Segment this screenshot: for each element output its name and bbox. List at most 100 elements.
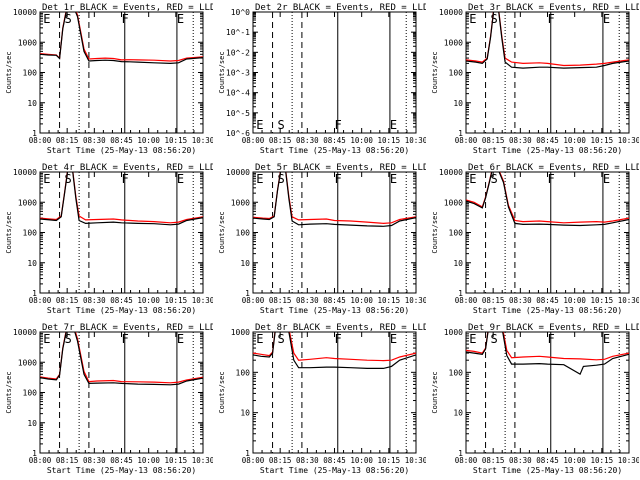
x-tick-label: 08:30 <box>296 136 319 145</box>
y-tick-label: 1 <box>245 289 250 298</box>
time-marker-label: E <box>256 332 263 346</box>
x-tick-label: 08:00 <box>29 456 52 465</box>
y-tick-label: 1 <box>32 129 37 138</box>
x-tick-label: 08:15 <box>56 136 79 145</box>
time-marker-label: E <box>390 332 397 346</box>
x-tick-label: 08:30 <box>509 296 532 305</box>
x-tick-label: 10:00 <box>563 296 586 305</box>
y-axis-label: Counts/sec <box>431 371 439 413</box>
time-marker-label: S <box>490 172 497 186</box>
y-tick-label: 1000 <box>18 198 37 207</box>
y-tick-label: 1000 <box>231 328 250 337</box>
y-tick-label: 10 <box>453 99 463 108</box>
x-tick-label: 08:15 <box>482 456 505 465</box>
plot-frame <box>465 171 630 294</box>
time-marker-label: E <box>43 172 50 186</box>
time-marker-label: E <box>603 172 610 186</box>
y-tick-label: 100 <box>236 368 251 377</box>
y-tick-label: 1 <box>458 129 463 138</box>
x-tick-label: 08:00 <box>455 456 478 465</box>
plot-frame <box>465 11 630 134</box>
y-tick-label: 100 <box>449 229 464 238</box>
y-tick-label: 1000 <box>444 38 463 47</box>
time-marker-label: E <box>469 332 476 346</box>
y-tick-label: 10000 <box>439 168 463 177</box>
x-tick-label: 08:00 <box>455 136 478 145</box>
y-tick-label: 10 <box>27 419 37 428</box>
x-tick-label: 08:45 <box>110 296 133 305</box>
y-tick-label: 10000 <box>13 168 37 177</box>
time-marker-label: E <box>177 12 184 26</box>
x-axis-label: Start Time (25-May-13 08:56:20) <box>260 466 409 475</box>
x-axis-label: Start Time (25-May-13 08:56:20) <box>260 146 409 155</box>
x-tick-label: 10:15 <box>591 296 614 305</box>
plot-title: Det 8r BLACK = Events, RED = LLD <box>255 323 426 333</box>
x-tick-label: 08:15 <box>482 136 505 145</box>
y-tick-label: 100 <box>449 368 464 377</box>
y-tick-label: 10000 <box>13 328 37 337</box>
time-marker-label: F <box>122 332 129 346</box>
time-marker-label: S <box>64 332 71 346</box>
x-tick-label: 08:45 <box>323 456 346 465</box>
y-tick-label: 1000 <box>18 358 37 367</box>
events-series-line <box>253 172 416 227</box>
x-axis-label: Start Time (25-May-13 08:56:20) <box>473 306 622 315</box>
x-tick-label: 10:30 <box>405 456 426 465</box>
x-tick-label: 08:00 <box>455 296 478 305</box>
y-tick-label: 10^-4 <box>226 89 250 98</box>
x-tick-label: 10:00 <box>350 456 373 465</box>
x-tick-label: 10:00 <box>350 136 373 145</box>
plot-title: Det 6r BLACK = Events, RED = LLD <box>468 163 639 173</box>
time-marker-label: E <box>390 118 397 132</box>
time-marker-label: E <box>43 12 50 26</box>
y-axis-label: Counts/sec <box>218 51 226 93</box>
y-tick-label: 1000 <box>444 328 463 337</box>
x-tick-label: 08:45 <box>110 456 133 465</box>
plot-frame <box>252 11 417 134</box>
x-tick-label: 08:15 <box>269 456 292 465</box>
x-tick-label: 10:15 <box>378 136 401 145</box>
y-tick-label: 10000 <box>226 168 250 177</box>
x-tick-label: 10:30 <box>405 136 426 145</box>
x-tick-label: 10:15 <box>378 456 401 465</box>
events-series-line <box>466 172 629 227</box>
x-tick-label: 08:15 <box>56 296 79 305</box>
time-marker-label: F <box>122 12 129 26</box>
events-series-line <box>40 12 203 65</box>
plot-frame <box>465 331 630 454</box>
y-axis-label: Counts/sec <box>431 211 439 253</box>
y-tick-label: 1 <box>245 449 250 458</box>
time-marker-label: F <box>335 332 342 346</box>
x-tick-label: 10:30 <box>618 296 639 305</box>
y-tick-label: 10 <box>27 99 37 108</box>
y-tick-label: 100 <box>23 389 38 398</box>
y-tick-label: 10 <box>240 259 250 268</box>
plot-frame <box>39 11 204 134</box>
x-tick-label: 10:30 <box>192 296 213 305</box>
det-plot-6: Det 6r BLACK = Events, RED = LLD 1 10 100 10… <box>431 163 639 315</box>
x-tick-label: 08:00 <box>242 296 265 305</box>
plot-title: Det 2r BLACK = Events, RED = LLD <box>255 3 426 13</box>
time-marker-label: S <box>64 12 71 26</box>
events-series-line <box>253 332 416 369</box>
time-marker-label: S <box>277 118 284 132</box>
time-marker-label: F <box>122 172 129 186</box>
time-marker-label: S <box>277 332 284 346</box>
y-tick-label: 1 <box>32 449 37 458</box>
x-tick-label: 10:15 <box>165 136 188 145</box>
events-series-line <box>40 172 203 226</box>
y-tick-label: 1000 <box>444 198 463 207</box>
y-tick-label: 10 <box>453 409 463 418</box>
x-tick-label: 10:15 <box>591 456 614 465</box>
x-tick-label: 08:15 <box>269 136 292 145</box>
x-tick-label: 08:45 <box>323 296 346 305</box>
time-marker-label: E <box>177 332 184 346</box>
y-tick-label: 100 <box>23 229 38 238</box>
x-tick-label: 08:30 <box>509 136 532 145</box>
time-marker-label: F <box>548 12 555 26</box>
x-tick-label: 08:00 <box>29 136 52 145</box>
det-plot-7: Det 7r BLACK = Events, RED = LLD 1 10 100 10… <box>5 323 213 475</box>
plot-frame <box>252 331 417 454</box>
plot-title: Det 3r BLACK = Events, RED = LLD <box>468 3 639 13</box>
